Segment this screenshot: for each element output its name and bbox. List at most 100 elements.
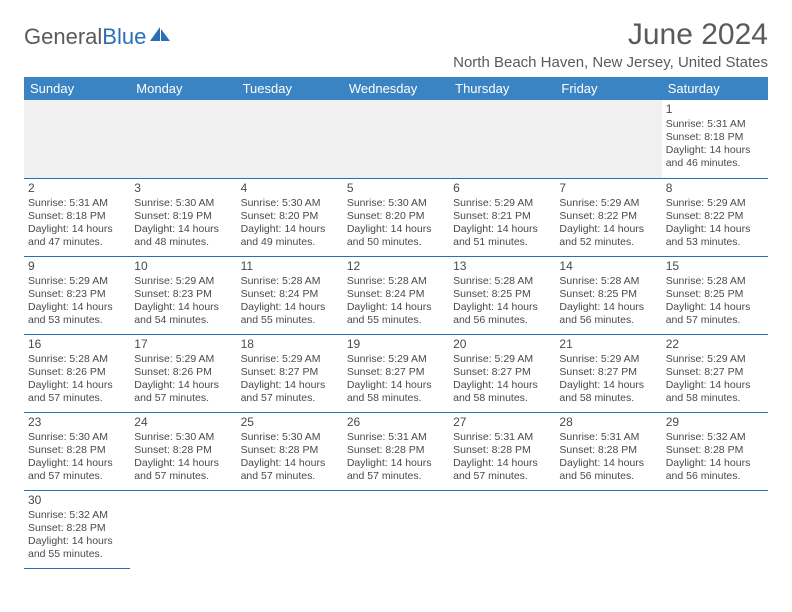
logo-text-1: General bbox=[24, 24, 102, 49]
daylight-text: Daylight: 14 hours and 53 minutes. bbox=[666, 223, 764, 249]
calendar-cell: 25Sunrise: 5:30 AMSunset: 8:28 PMDayligh… bbox=[237, 412, 343, 490]
calendar-cell: 5Sunrise: 5:30 AMSunset: 8:20 PMDaylight… bbox=[343, 178, 449, 256]
weekday-heading: Friday bbox=[555, 77, 661, 100]
daylight-text: Daylight: 14 hours and 55 minutes. bbox=[241, 301, 339, 327]
location: North Beach Haven, New Jersey, United St… bbox=[453, 54, 768, 71]
calendar-cell bbox=[449, 490, 555, 568]
daylight-text: Daylight: 14 hours and 49 minutes. bbox=[241, 223, 339, 249]
sunrise-text: Sunrise: 5:31 AM bbox=[666, 118, 764, 131]
sunset-text: Sunset: 8:20 PM bbox=[347, 210, 445, 223]
sunset-text: Sunset: 8:28 PM bbox=[559, 444, 657, 457]
daylight-text: Daylight: 14 hours and 57 minutes. bbox=[347, 457, 445, 483]
sunset-text: Sunset: 8:25 PM bbox=[453, 288, 551, 301]
sunrise-text: Sunrise: 5:32 AM bbox=[666, 431, 764, 444]
sunset-text: Sunset: 8:25 PM bbox=[559, 288, 657, 301]
day-number: 7 bbox=[559, 181, 657, 196]
daylight-text: Daylight: 14 hours and 58 minutes. bbox=[666, 379, 764, 405]
day-number: 8 bbox=[666, 181, 764, 196]
daylight-text: Daylight: 14 hours and 55 minutes. bbox=[28, 535, 126, 561]
sunrise-text: Sunrise: 5:30 AM bbox=[241, 197, 339, 210]
calendar-cell bbox=[130, 100, 236, 178]
daylight-text: Daylight: 14 hours and 57 minutes. bbox=[28, 457, 126, 483]
daylight-text: Daylight: 14 hours and 56 minutes. bbox=[559, 457, 657, 483]
day-number: 3 bbox=[134, 181, 232, 196]
daylight-text: Daylight: 14 hours and 57 minutes. bbox=[666, 301, 764, 327]
calendar-row: 9Sunrise: 5:29 AMSunset: 8:23 PMDaylight… bbox=[24, 256, 768, 334]
calendar-cell: 14Sunrise: 5:28 AMSunset: 8:25 PMDayligh… bbox=[555, 256, 661, 334]
calendar-cell: 16Sunrise: 5:28 AMSunset: 8:26 PMDayligh… bbox=[24, 334, 130, 412]
sunrise-text: Sunrise: 5:30 AM bbox=[134, 431, 232, 444]
sunset-text: Sunset: 8:20 PM bbox=[241, 210, 339, 223]
calendar-cell: 21Sunrise: 5:29 AMSunset: 8:27 PMDayligh… bbox=[555, 334, 661, 412]
sunset-text: Sunset: 8:27 PM bbox=[453, 366, 551, 379]
calendar-cell: 28Sunrise: 5:31 AMSunset: 8:28 PMDayligh… bbox=[555, 412, 661, 490]
calendar-cell bbox=[449, 100, 555, 178]
calendar-row: 1Sunrise: 5:31 AMSunset: 8:18 PMDaylight… bbox=[24, 100, 768, 178]
calendar-cell: 13Sunrise: 5:28 AMSunset: 8:25 PMDayligh… bbox=[449, 256, 555, 334]
sunrise-text: Sunrise: 5:31 AM bbox=[347, 431, 445, 444]
sunset-text: Sunset: 8:28 PM bbox=[28, 444, 126, 457]
sunset-text: Sunset: 8:22 PM bbox=[559, 210, 657, 223]
calendar-cell: 22Sunrise: 5:29 AMSunset: 8:27 PMDayligh… bbox=[662, 334, 768, 412]
day-number: 2 bbox=[28, 181, 126, 196]
daylight-text: Daylight: 14 hours and 57 minutes. bbox=[241, 379, 339, 405]
daylight-text: Daylight: 14 hours and 57 minutes. bbox=[134, 457, 232, 483]
sunset-text: Sunset: 8:26 PM bbox=[134, 366, 232, 379]
sunset-text: Sunset: 8:28 PM bbox=[347, 444, 445, 457]
sunrise-text: Sunrise: 5:29 AM bbox=[559, 197, 657, 210]
sunset-text: Sunset: 8:22 PM bbox=[666, 210, 764, 223]
daylight-text: Daylight: 14 hours and 58 minutes. bbox=[559, 379, 657, 405]
sunrise-text: Sunrise: 5:31 AM bbox=[559, 431, 657, 444]
sunrise-text: Sunrise: 5:29 AM bbox=[28, 275, 126, 288]
calendar-cell: 2Sunrise: 5:31 AMSunset: 8:18 PMDaylight… bbox=[24, 178, 130, 256]
calendar-cell: 18Sunrise: 5:29 AMSunset: 8:27 PMDayligh… bbox=[237, 334, 343, 412]
daylight-text: Daylight: 14 hours and 58 minutes. bbox=[453, 379, 551, 405]
sunset-text: Sunset: 8:27 PM bbox=[666, 366, 764, 379]
daylight-text: Daylight: 14 hours and 47 minutes. bbox=[28, 223, 126, 249]
calendar-cell: 4Sunrise: 5:30 AMSunset: 8:20 PMDaylight… bbox=[237, 178, 343, 256]
sunset-text: Sunset: 8:27 PM bbox=[559, 366, 657, 379]
sunrise-text: Sunrise: 5:28 AM bbox=[241, 275, 339, 288]
sunrise-text: Sunrise: 5:30 AM bbox=[347, 197, 445, 210]
day-number: 27 bbox=[453, 415, 551, 430]
sunset-text: Sunset: 8:28 PM bbox=[666, 444, 764, 457]
sunset-text: Sunset: 8:28 PM bbox=[134, 444, 232, 457]
weekday-heading: Sunday bbox=[24, 77, 130, 100]
sunrise-text: Sunrise: 5:31 AM bbox=[28, 197, 126, 210]
sunrise-text: Sunrise: 5:32 AM bbox=[28, 509, 126, 522]
sunrise-text: Sunrise: 5:29 AM bbox=[134, 275, 232, 288]
title-block: June 2024 North Beach Haven, New Jersey,… bbox=[453, 18, 768, 71]
calendar-cell bbox=[343, 100, 449, 178]
sunrise-text: Sunrise: 5:28 AM bbox=[453, 275, 551, 288]
day-number: 21 bbox=[559, 337, 657, 352]
day-number: 19 bbox=[347, 337, 445, 352]
day-number: 24 bbox=[134, 415, 232, 430]
sunset-text: Sunset: 8:23 PM bbox=[28, 288, 126, 301]
day-number: 16 bbox=[28, 337, 126, 352]
sunrise-text: Sunrise: 5:29 AM bbox=[666, 353, 764, 366]
sunset-text: Sunset: 8:26 PM bbox=[28, 366, 126, 379]
sunset-text: Sunset: 8:18 PM bbox=[28, 210, 126, 223]
sunset-text: Sunset: 8:28 PM bbox=[453, 444, 551, 457]
sunset-text: Sunset: 8:23 PM bbox=[134, 288, 232, 301]
daylight-text: Daylight: 14 hours and 57 minutes. bbox=[453, 457, 551, 483]
calendar-cell: 10Sunrise: 5:29 AMSunset: 8:23 PMDayligh… bbox=[130, 256, 236, 334]
day-number: 18 bbox=[241, 337, 339, 352]
day-number: 4 bbox=[241, 181, 339, 196]
calendar-cell: 11Sunrise: 5:28 AMSunset: 8:24 PMDayligh… bbox=[237, 256, 343, 334]
sunrise-text: Sunrise: 5:28 AM bbox=[559, 275, 657, 288]
calendar-cell: 12Sunrise: 5:28 AMSunset: 8:24 PMDayligh… bbox=[343, 256, 449, 334]
day-number: 1 bbox=[666, 102, 764, 117]
daylight-text: Daylight: 14 hours and 56 minutes. bbox=[666, 457, 764, 483]
daylight-text: Daylight: 14 hours and 56 minutes. bbox=[453, 301, 551, 327]
day-number: 23 bbox=[28, 415, 126, 430]
daylight-text: Daylight: 14 hours and 57 minutes. bbox=[28, 379, 126, 405]
day-number: 29 bbox=[666, 415, 764, 430]
day-number: 28 bbox=[559, 415, 657, 430]
calendar-cell: 3Sunrise: 5:30 AMSunset: 8:19 PMDaylight… bbox=[130, 178, 236, 256]
daylight-text: Daylight: 14 hours and 46 minutes. bbox=[666, 144, 764, 170]
calendar-cell: 27Sunrise: 5:31 AMSunset: 8:28 PMDayligh… bbox=[449, 412, 555, 490]
calendar-cell: 24Sunrise: 5:30 AMSunset: 8:28 PMDayligh… bbox=[130, 412, 236, 490]
daylight-text: Daylight: 14 hours and 50 minutes. bbox=[347, 223, 445, 249]
calendar-cell: 8Sunrise: 5:29 AMSunset: 8:22 PMDaylight… bbox=[662, 178, 768, 256]
